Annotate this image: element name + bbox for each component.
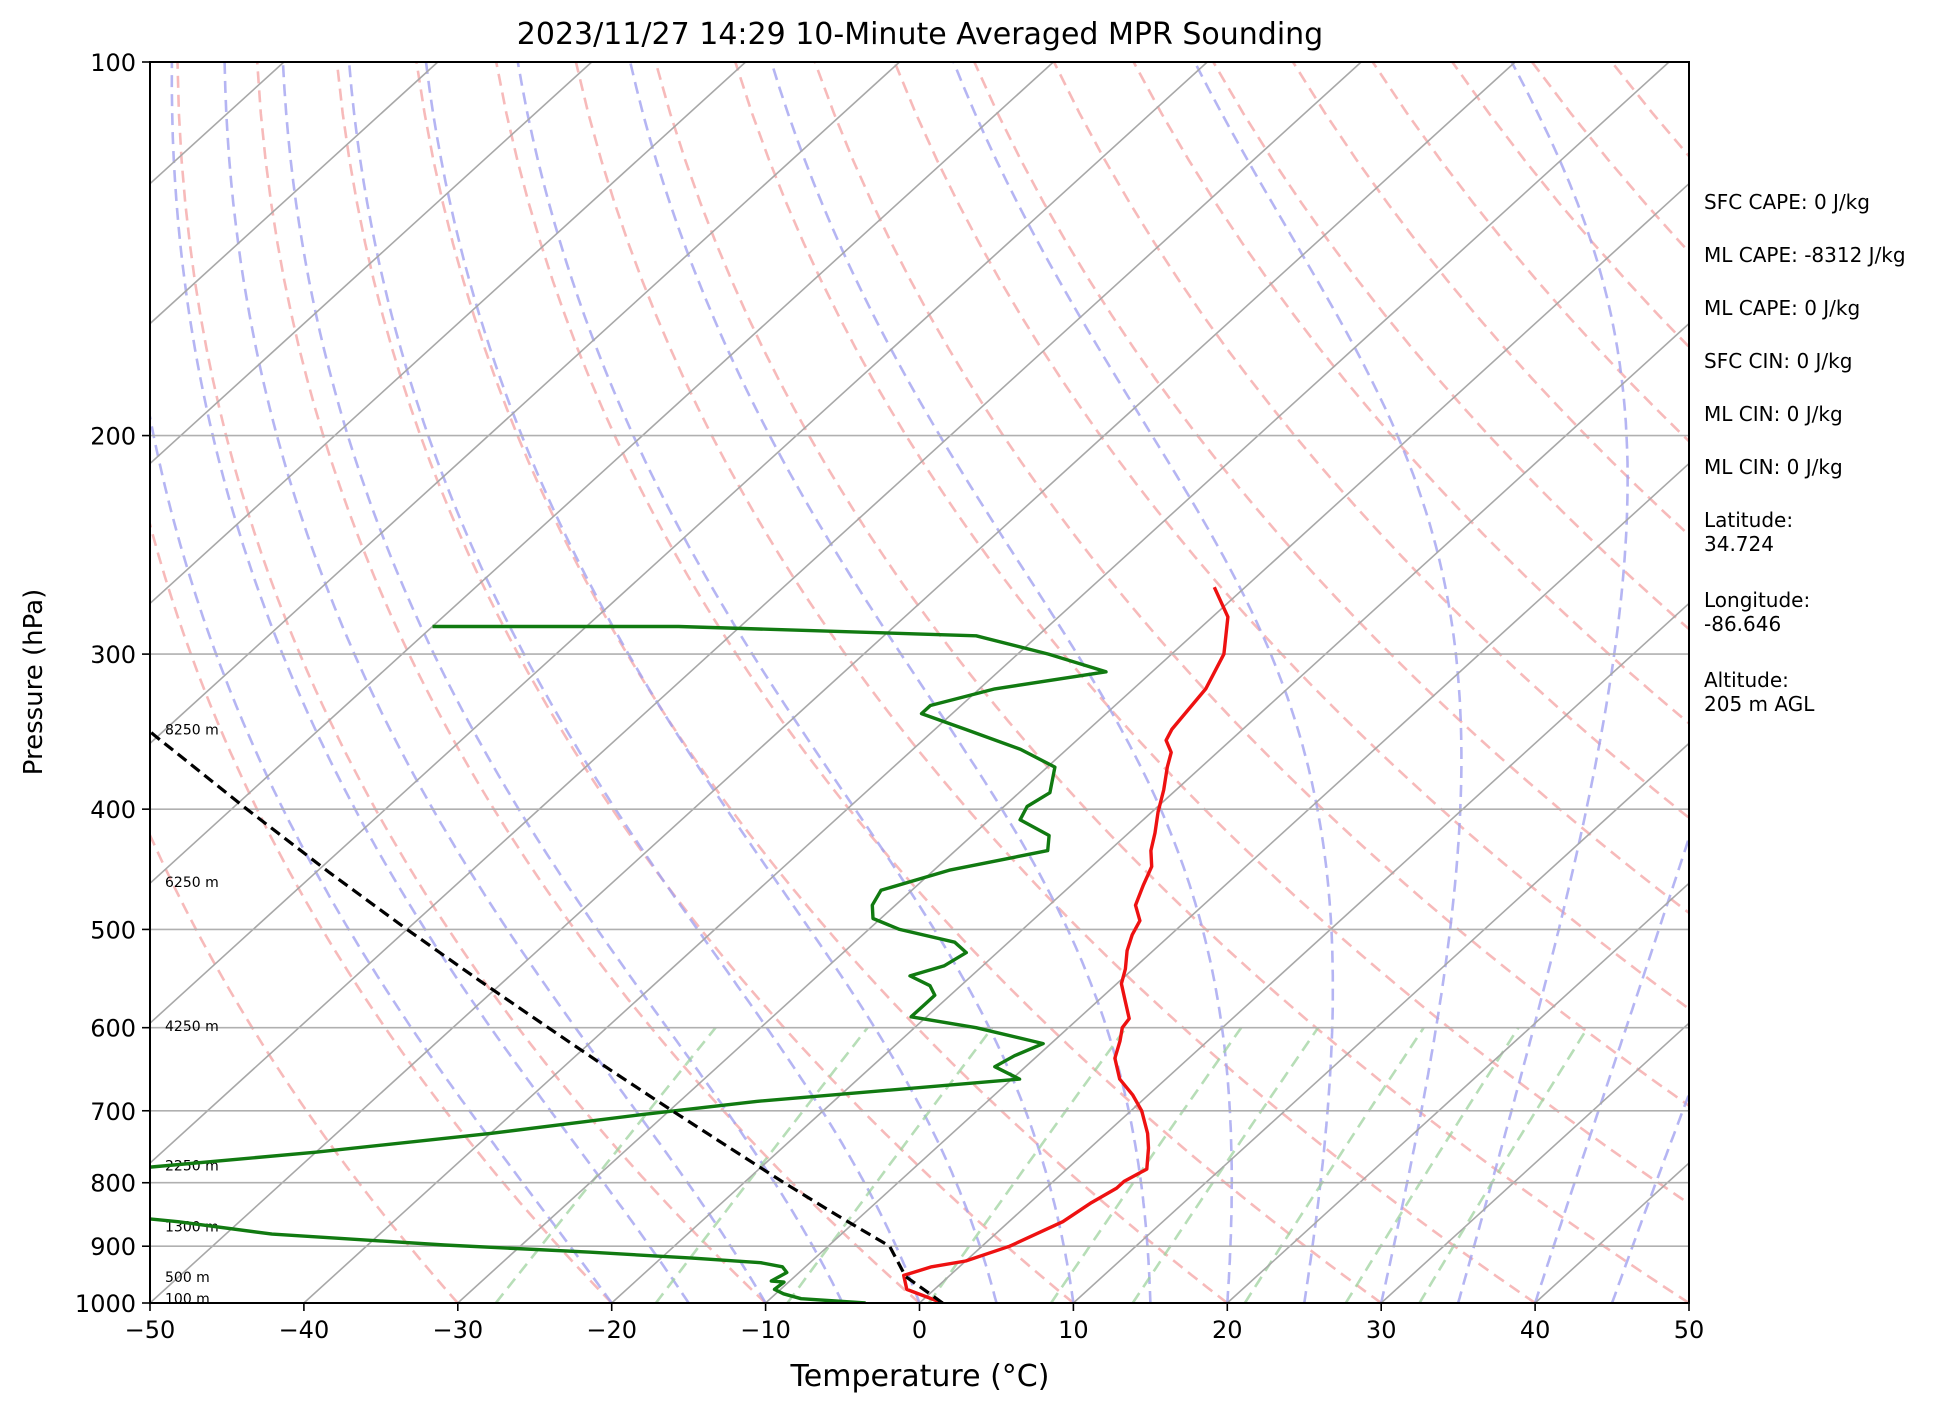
stat-latitude: Latitude: 34.724	[1704, 508, 1794, 556]
y-tick-label: 100	[90, 49, 136, 77]
isotherm	[918, 602, 1689, 1303]
stat-sfc-cape: SFC CAPE: 0 J/kg	[1704, 190, 1870, 214]
y-axis: 100 200 300 400 500 600 700 800 900 1000	[75, 49, 150, 1318]
dry-adiabat	[654, 62, 1689, 1303]
x-tick-label: −50	[125, 1316, 176, 1344]
stat-ml-cape-1: ML CAPE: -8312 J/kg	[1704, 243, 1906, 267]
y-tick-label: 1000	[75, 1290, 136, 1318]
x-tick-label: −40	[279, 1316, 330, 1344]
dry-adiabat	[150, 832, 459, 1303]
dry-adiabat	[335, 62, 1075, 1303]
stat-sfc-cin: SFC CIN: 0 J/kg	[1704, 349, 1853, 373]
moist-adiabat	[1193, 62, 1463, 1303]
dry-adiabat	[415, 62, 1229, 1303]
height-label: 8250 m	[165, 722, 219, 738]
dry-adiabat	[176, 62, 767, 1303]
height-label: 6250 m	[165, 875, 219, 891]
isotherm	[150, 62, 1054, 885]
stat-ml-cape-2: ML CAPE: 0 J/kg	[1704, 296, 1861, 320]
isotherm	[150, 62, 1208, 1025]
x-tick-label: 30	[1366, 1316, 1397, 1344]
moist-adiabat	[150, 410, 613, 1303]
x-tick-label: −10	[740, 1316, 791, 1344]
dry-adiabat	[255, 62, 921, 1303]
moist-adiabat	[281, 62, 844, 1303]
x-tick-label: 50	[1674, 1316, 1705, 1344]
height-label: 500 m	[165, 1270, 210, 1286]
y-tick-label: 400	[90, 796, 136, 824]
isotherm	[150, 62, 1362, 1165]
moist-adiabat	[628, 62, 1152, 1303]
isotherm	[150, 62, 593, 465]
height-label: 4250 m	[165, 1019, 219, 1035]
x-tick-label: −30	[432, 1316, 483, 1344]
stat-longitude: Longitude: -86.646	[1704, 588, 1811, 636]
isotherm	[150, 62, 747, 605]
chart-title: 2023/11/27 14:29 10-Minute Averaged MPR …	[517, 17, 1323, 52]
dry-adiabat	[574, 62, 1536, 1303]
moist-adiabat	[170, 62, 690, 1303]
moist-adiabat	[770, 62, 1234, 1303]
stat-ml-cin-2: ML CIN: 0 J/kg	[1704, 455, 1843, 479]
isotherm	[150, 62, 439, 325]
y-tick-label: 900	[90, 1233, 136, 1261]
dry-adiabat	[973, 62, 1689, 915]
dry-adiabat	[893, 62, 1689, 1011]
stat-ml-cin-1: ML CIN: 0 J/kg	[1704, 402, 1843, 426]
y-tick-label: 700	[90, 1098, 136, 1126]
mixing-ratio-line	[1050, 1026, 1243, 1303]
y-tick-label: 800	[90, 1170, 136, 1198]
y-tick-label: 600	[90, 1015, 136, 1043]
x-tick-label: 20	[1212, 1316, 1243, 1344]
dry-adiabat	[734, 62, 1689, 1206]
x-tick-label: 0	[912, 1316, 927, 1344]
y-axis-label: Pressure (hPa)	[19, 589, 49, 776]
height-label: 100 m	[165, 1292, 210, 1308]
mixing-ratio-line	[654, 1026, 869, 1303]
dry-adiabat	[150, 519, 613, 1303]
moist-adiabat	[223, 62, 767, 1303]
moist-adiabat	[424, 62, 998, 1303]
parcel-trace	[150, 729, 944, 1303]
moist-adiabat	[1456, 62, 1629, 1303]
isotherm	[611, 322, 1689, 1303]
isotherm	[150, 62, 1516, 1303]
x-axis: −50 −40 −30 −20 −10 0 10 20 30 40 50	[125, 1303, 1705, 1344]
dry-adiabat	[1052, 62, 1689, 820]
y-tick-label: 300	[90, 641, 136, 669]
x-axis-label: Temperature (°C)	[790, 1359, 1050, 1394]
y-tick-label: 200	[90, 423, 136, 451]
isotherm	[150, 62, 901, 745]
dewpoint-trace	[150, 624, 1108, 1303]
x-tick-label: −20	[586, 1316, 637, 1344]
isotherm	[1226, 882, 1689, 1303]
stat-altitude: Altitude: 205 m AGL	[1704, 668, 1815, 716]
isotherm	[457, 182, 1689, 1303]
sounding-traces	[150, 586, 1230, 1303]
isotherm	[765, 462, 1689, 1303]
y-tick-label: 500	[90, 916, 136, 944]
moist-adiabat	[516, 62, 1075, 1303]
isotherm	[1072, 742, 1689, 1303]
moist-adiabat	[952, 62, 1335, 1303]
pressure-gridlines	[150, 62, 1689, 1303]
x-tick-label: 10	[1058, 1316, 1089, 1344]
x-tick-label: 40	[1520, 1316, 1551, 1344]
isotherm	[303, 62, 1670, 1303]
dry-adiabat	[494, 62, 1382, 1303]
sounding-stats-panel: SFC CAPE: 0 J/kg ML CAPE: -8312 J/kg ML …	[1704, 190, 1929, 716]
dry-adiabat	[1132, 62, 1689, 725]
mixing-ratio-line	[927, 1026, 1128, 1303]
moist-adiabat	[347, 62, 921, 1303]
isotherm	[1380, 1022, 1689, 1303]
temperature-trace	[902, 586, 1230, 1303]
dry-adiabat	[813, 62, 1689, 1108]
